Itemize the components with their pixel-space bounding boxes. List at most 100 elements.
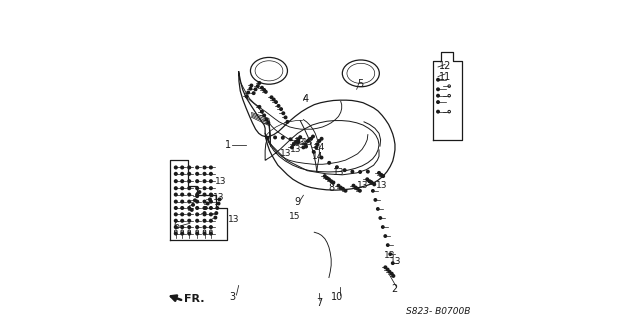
Circle shape — [254, 88, 257, 91]
Text: 3: 3 — [229, 292, 236, 302]
Circle shape — [181, 213, 184, 216]
Circle shape — [358, 189, 361, 192]
Circle shape — [196, 213, 198, 216]
Circle shape — [252, 92, 255, 94]
Circle shape — [211, 194, 213, 197]
Circle shape — [188, 213, 191, 216]
Circle shape — [390, 272, 393, 275]
Text: 5: 5 — [356, 78, 363, 89]
Circle shape — [203, 187, 206, 189]
Circle shape — [299, 136, 301, 138]
Circle shape — [389, 253, 392, 255]
Circle shape — [188, 173, 191, 175]
Text: 13: 13 — [280, 149, 291, 158]
Circle shape — [218, 198, 221, 201]
Circle shape — [209, 166, 212, 169]
Text: 15: 15 — [289, 212, 301, 221]
Text: 13: 13 — [357, 181, 369, 190]
Circle shape — [209, 198, 211, 201]
Circle shape — [337, 184, 340, 187]
Circle shape — [356, 188, 359, 190]
Circle shape — [181, 166, 184, 169]
Circle shape — [196, 195, 198, 197]
Circle shape — [436, 101, 439, 103]
Circle shape — [305, 143, 307, 145]
Circle shape — [207, 202, 209, 205]
Circle shape — [196, 193, 198, 196]
Circle shape — [344, 169, 346, 171]
Text: 8: 8 — [328, 182, 334, 193]
Circle shape — [270, 96, 273, 99]
Circle shape — [384, 266, 387, 269]
Circle shape — [351, 170, 354, 173]
Circle shape — [295, 141, 298, 143]
Circle shape — [284, 116, 287, 119]
Circle shape — [380, 174, 383, 176]
Text: 9: 9 — [294, 197, 301, 207]
Circle shape — [203, 200, 206, 203]
Text: 14: 14 — [312, 152, 323, 161]
Circle shape — [292, 143, 295, 145]
Circle shape — [175, 219, 177, 222]
Circle shape — [181, 180, 184, 182]
Circle shape — [203, 219, 206, 222]
Circle shape — [315, 146, 317, 149]
Circle shape — [203, 213, 206, 216]
Circle shape — [198, 191, 201, 193]
Circle shape — [366, 178, 369, 181]
Circle shape — [355, 186, 357, 189]
Circle shape — [316, 143, 319, 145]
Circle shape — [266, 137, 269, 139]
Circle shape — [196, 166, 198, 169]
Text: 14: 14 — [314, 143, 325, 152]
Circle shape — [368, 180, 371, 182]
Circle shape — [275, 101, 277, 103]
Circle shape — [436, 88, 439, 91]
Circle shape — [307, 140, 309, 142]
Circle shape — [196, 226, 198, 228]
Circle shape — [367, 170, 369, 173]
Circle shape — [175, 207, 177, 209]
Circle shape — [249, 87, 252, 90]
Circle shape — [209, 180, 212, 182]
Circle shape — [175, 232, 177, 235]
Circle shape — [260, 110, 263, 113]
Circle shape — [188, 207, 191, 209]
Circle shape — [188, 226, 191, 228]
Circle shape — [258, 82, 260, 84]
Circle shape — [209, 187, 212, 189]
Circle shape — [175, 180, 177, 182]
Circle shape — [320, 156, 323, 159]
Circle shape — [250, 84, 253, 87]
Text: 13: 13 — [302, 138, 314, 147]
Circle shape — [373, 183, 376, 186]
Circle shape — [328, 178, 330, 181]
Circle shape — [264, 91, 267, 93]
Circle shape — [381, 226, 384, 228]
Circle shape — [318, 140, 321, 142]
Circle shape — [203, 207, 206, 209]
Circle shape — [379, 217, 381, 219]
Circle shape — [342, 188, 344, 190]
Circle shape — [181, 200, 184, 203]
Circle shape — [188, 193, 191, 196]
Text: 11: 11 — [439, 71, 451, 82]
Circle shape — [181, 193, 184, 196]
Circle shape — [204, 212, 206, 214]
Circle shape — [369, 181, 372, 183]
Circle shape — [175, 193, 177, 196]
Circle shape — [188, 200, 191, 203]
Circle shape — [196, 219, 198, 222]
Text: 13: 13 — [291, 145, 302, 154]
Circle shape — [305, 145, 307, 148]
Circle shape — [312, 151, 315, 153]
Circle shape — [203, 180, 206, 182]
Circle shape — [196, 200, 198, 203]
Circle shape — [209, 173, 212, 175]
Text: S823- B0700B: S823- B0700B — [406, 308, 470, 316]
Text: 2: 2 — [391, 284, 397, 294]
Circle shape — [192, 204, 195, 206]
Circle shape — [203, 232, 206, 235]
Circle shape — [388, 271, 391, 273]
Circle shape — [215, 212, 218, 214]
